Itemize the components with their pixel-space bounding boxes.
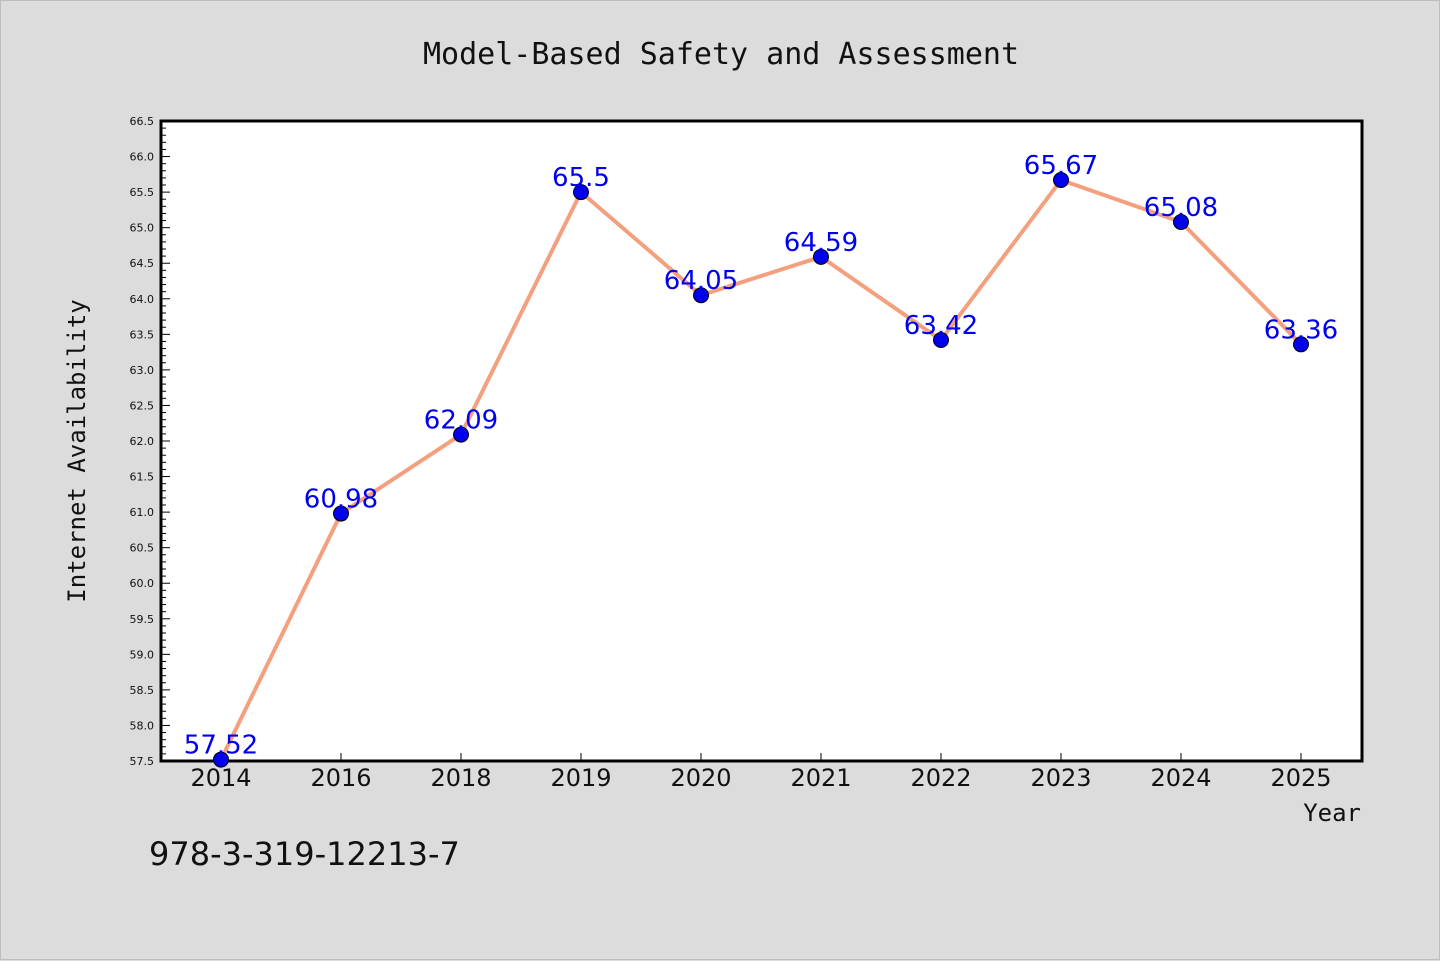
y-tick-label: 61.0 <box>130 506 155 519</box>
y-tick-label: 62.5 <box>130 399 155 412</box>
data-point <box>1173 213 1189 230</box>
x-tick-label: 2020 <box>670 764 731 792</box>
y-tick-label: 58.0 <box>130 719 155 732</box>
data-label: 65.67 <box>1024 151 1098 181</box>
y-axis-label: Internet Availability <box>63 299 91 602</box>
plot-area <box>159 119 1364 763</box>
data-point <box>573 184 589 201</box>
x-tick-label: 2025 <box>1270 764 1331 792</box>
data-label: 63.36 <box>1264 315 1338 345</box>
data-point <box>333 505 349 522</box>
data-label: 63.42 <box>904 311 978 341</box>
x-tick-label: 2018 <box>430 764 491 792</box>
data-label: 60.98 <box>304 485 378 515</box>
y-tick-label: 65.0 <box>130 222 155 235</box>
series-line <box>219 178 1303 761</box>
series-group <box>213 172 1309 768</box>
data-labels: 57.52 60.98 62.09 65.5 64.05 64.59 63.42 65.67 6… <box>184 151 1338 761</box>
chart-title: Model-Based Safety and Assessment <box>423 37 1019 72</box>
x-axis: 2014 2016 2018 2019 2020 2021 2022 2023 2024 2025 <box>190 753 1332 792</box>
y-tick-label: 59.5 <box>130 613 155 626</box>
x-tick-label: 2019 <box>550 764 611 792</box>
y-tick-label: 62.0 <box>130 435 155 448</box>
y-tick-label: 64.0 <box>130 293 155 306</box>
isbn-caption: 978-3-319-12213-7 <box>149 835 460 873</box>
y-axis: 57.5 58.0 58.5 59.0 59.5 60.0 60.5 61.0 61.5 62.0… <box>130 115 170 768</box>
data-label: 64.59 <box>784 228 858 258</box>
data-label: 65.5 <box>552 163 610 193</box>
data-point <box>813 248 829 265</box>
y-tick-label: 63.0 <box>130 364 155 377</box>
x-tick-label: 2023 <box>1030 764 1091 792</box>
x-tick-label: 2022 <box>910 764 971 792</box>
data-label: 64.05 <box>664 266 738 296</box>
y-tick-label: 61.5 <box>130 471 155 484</box>
y-tick-label: 63.5 <box>130 328 155 341</box>
x-axis-label: Year <box>1303 799 1361 827</box>
data-point <box>693 287 709 304</box>
y-tick-label: 66.0 <box>130 151 155 164</box>
data-label: 62.09 <box>424 406 498 436</box>
x-tick-label: 2024 <box>1150 764 1211 792</box>
y-tick-label: 66.5 <box>130 115 155 128</box>
y-tick-label: 57.5 <box>130 755 155 768</box>
x-tick-label: 2021 <box>790 764 851 792</box>
data-point <box>453 426 469 443</box>
x-tick-label: 2014 <box>190 764 251 792</box>
data-label: 57.52 <box>184 731 258 761</box>
data-point <box>933 332 949 349</box>
y-tick-label: 64.5 <box>130 257 155 270</box>
y-tick-label: 60.5 <box>130 542 155 555</box>
x-tick-label: 2016 <box>310 764 371 792</box>
y-tick-label: 60.0 <box>130 577 155 590</box>
data-point <box>213 751 229 768</box>
y-tick-label: 59.0 <box>130 648 155 661</box>
data-point <box>1293 336 1309 353</box>
data-point <box>1053 172 1069 189</box>
y-tick-label: 58.5 <box>130 684 155 697</box>
y-tick-label: 65.5 <box>130 186 155 199</box>
data-label: 65.08 <box>1144 193 1218 223</box>
